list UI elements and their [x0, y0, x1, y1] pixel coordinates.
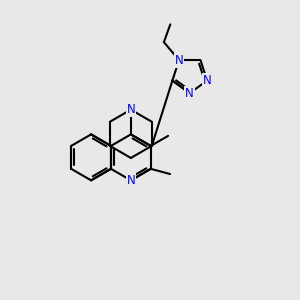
Text: N: N: [203, 74, 212, 87]
Text: N: N: [127, 174, 135, 187]
Text: N: N: [127, 103, 135, 116]
Text: N: N: [185, 87, 194, 100]
Text: N: N: [175, 54, 183, 67]
